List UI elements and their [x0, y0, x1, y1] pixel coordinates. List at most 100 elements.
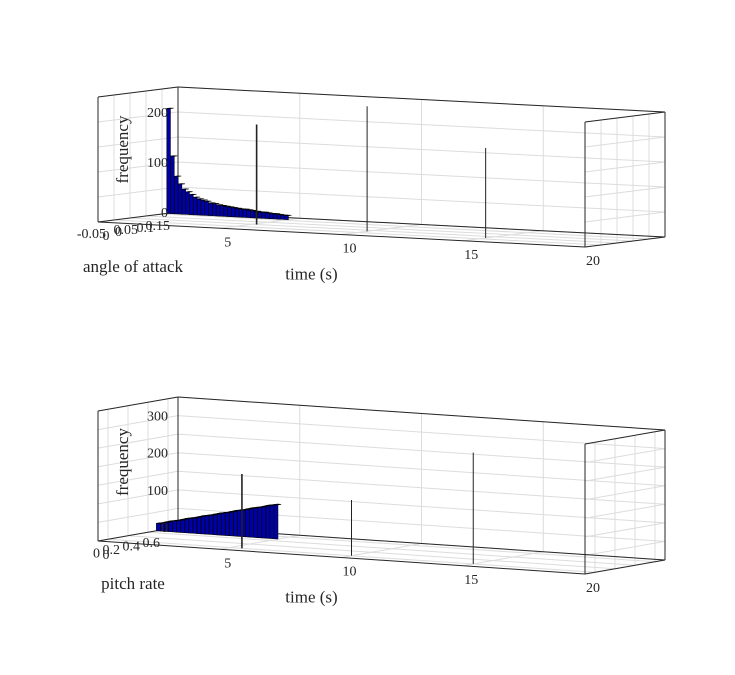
bar — [212, 513, 221, 536]
bar-face — [189, 194, 194, 216]
y-tick-label: 0 — [93, 546, 100, 561]
grid-line — [97, 186, 179, 198]
axis-edge — [584, 236, 666, 248]
bar-face — [180, 519, 185, 534]
bar-face — [269, 213, 274, 220]
bar-face — [174, 175, 179, 215]
bar-face — [249, 507, 254, 538]
bar — [257, 211, 265, 219]
y-tick-label: 0.15 — [146, 219, 171, 234]
bar-face — [185, 191, 190, 215]
z-axis-label: frequency — [113, 115, 132, 183]
bar-face — [192, 517, 198, 534]
z-tick-label: 300 — [147, 410, 168, 425]
bars — [156, 503, 282, 540]
grid-line — [167, 431, 656, 563]
axis-edge — [177, 396, 666, 431]
bar-face — [237, 509, 242, 537]
bars — [166, 107, 292, 220]
bar-face — [156, 523, 161, 532]
spikes — [241, 452, 474, 564]
bar-face — [273, 504, 279, 540]
x-tick-label: 10 — [343, 565, 357, 580]
axis-edge — [584, 559, 666, 575]
y-tick-label: 0 — [115, 225, 122, 240]
grid-line — [97, 433, 179, 449]
bar-face — [253, 507, 258, 538]
bar-face — [196, 516, 202, 535]
axis-edge — [97, 86, 179, 98]
bar — [185, 191, 193, 215]
bar — [193, 196, 201, 216]
x-tick-label: 20 — [586, 254, 600, 269]
x-tick-label: 0 — [103, 229, 110, 244]
bar-face — [261, 211, 266, 219]
bar-face — [225, 512, 230, 537]
bar-face — [168, 520, 173, 533]
y-tick-label: 0.05 — [114, 223, 139, 238]
bar-face — [245, 508, 250, 538]
grid-line — [97, 470, 179, 486]
plot-pitch-rate: 051015200.60.40.200100200300frequencytim… — [93, 396, 666, 607]
z-axis-label: frequency — [113, 428, 132, 496]
z-tick-label: 100 — [147, 156, 168, 171]
bar-face — [265, 212, 270, 219]
y-tick-label: 0.1 — [137, 221, 155, 236]
axis-edge — [97, 211, 179, 223]
axis-edge — [177, 86, 666, 113]
y-axis-label: angle of attack — [83, 257, 184, 276]
grid-line — [97, 136, 179, 148]
z-tick-label: 100 — [147, 484, 168, 499]
bar-face — [172, 520, 177, 533]
z-tick-label: 0 — [161, 521, 168, 536]
bar-face — [231, 207, 236, 218]
bar-face — [233, 510, 238, 537]
y-tick-label: 0.6 — [143, 536, 161, 551]
z-tick-label: 200 — [147, 447, 168, 462]
bar-face — [229, 511, 234, 537]
bar-face — [238, 208, 244, 218]
axis-edge — [584, 429, 666, 445]
x-tick-label: 15 — [464, 573, 478, 588]
bar-face — [284, 215, 289, 220]
grid-line — [219, 534, 300, 550]
y-tick-label: 0.4 — [123, 539, 141, 554]
grid-line — [463, 551, 544, 567]
z-tick-label: 200 — [147, 106, 168, 121]
grid-line — [341, 543, 422, 558]
bar-face — [204, 201, 209, 216]
y-axis-label: pitch rate — [101, 574, 165, 593]
bar-face — [200, 199, 205, 216]
spikes — [255, 106, 487, 238]
axis-edge — [97, 221, 586, 248]
bar — [219, 204, 227, 217]
bar-face — [208, 514, 214, 535]
bar-face — [265, 505, 271, 539]
bar-face — [188, 517, 194, 534]
x-tick-label: 10 — [343, 242, 357, 257]
bar-face — [176, 519, 181, 533]
grid-line — [97, 415, 179, 431]
grid-line — [97, 111, 179, 123]
bar-face — [212, 513, 218, 536]
x-tick-label: 0 — [103, 548, 110, 563]
bar-face — [212, 203, 217, 217]
z-tick-label: 0 — [161, 206, 168, 221]
bar — [212, 203, 220, 217]
grid-line — [97, 489, 179, 505]
x-axis-label: time (s) — [285, 588, 337, 607]
bar-face — [193, 196, 198, 216]
bar-face — [208, 202, 213, 217]
bar-face — [184, 518, 189, 534]
bar — [269, 212, 277, 220]
bar — [204, 200, 212, 216]
bar — [238, 208, 246, 218]
y-tick-label: 0.2 — [103, 543, 121, 558]
bar-face — [257, 506, 263, 539]
bar-face — [250, 210, 255, 219]
axes-box — [97, 86, 666, 248]
axis-edge — [584, 111, 666, 123]
